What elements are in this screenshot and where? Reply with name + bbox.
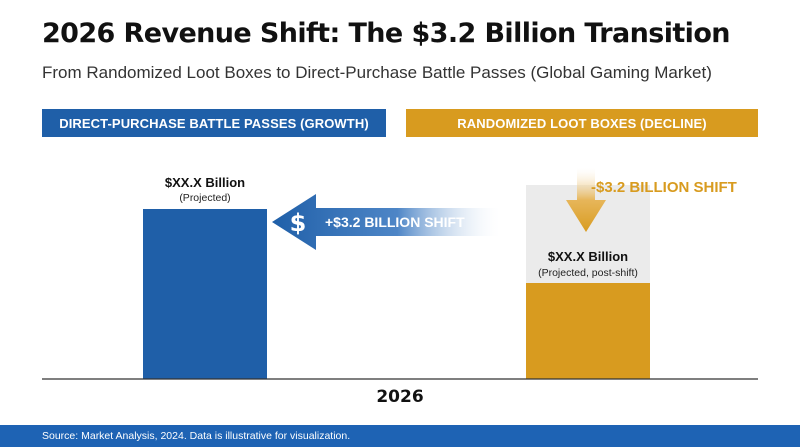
data-label-battle-passes: $XX.X Billion <box>165 175 245 190</box>
data-note-loot-boxes: (Projected, post-shift) <box>538 267 638 279</box>
footer-bar: Source: Market Analysis, 2024. Data is i… <box>0 425 800 447</box>
chart-title: 2026 Revenue Shift: The $3.2 Billion Tra… <box>42 18 731 49</box>
dollar-icon: $ <box>290 209 307 237</box>
left-shift-arrow <box>272 194 500 250</box>
data-note-battle-passes: (Projected) <box>179 192 230 204</box>
legend-band-loot-boxes: RANDOMIZED LOOT BOXES (DECLINE) <box>406 109 758 137</box>
legend-band-battle-passes: DIRECT-PURCHASE BATTLE PASSES (GROWTH) <box>42 109 386 137</box>
bar-chart: $XX.X Billion (Projected) $XX.X Billion … <box>42 168 758 407</box>
bar-battle-passes <box>143 209 267 379</box>
source-note: Source: Market Analysis, 2024. Data is i… <box>42 430 351 442</box>
chart-subtitle: From Randomized Loot Boxes to Direct-Pur… <box>42 63 712 82</box>
growth-shift-annotation: +$3.2 BILLION SHIFT <box>325 214 465 230</box>
data-label-loot-boxes: $XX.X Billion <box>548 249 628 264</box>
bar-loot-boxes <box>526 283 650 379</box>
legend-label-battle-passes: DIRECT-PURCHASE BATTLE PASSES (GROWTH) <box>59 115 369 131</box>
legend-label-loot-boxes: RANDOMIZED LOOT BOXES (DECLINE) <box>457 115 707 131</box>
x-axis-label: 2026 <box>376 387 423 407</box>
down-arrow-icon <box>566 168 606 232</box>
decline-shift-annotation: -$3.2 BILLION SHIFT <box>591 179 737 196</box>
